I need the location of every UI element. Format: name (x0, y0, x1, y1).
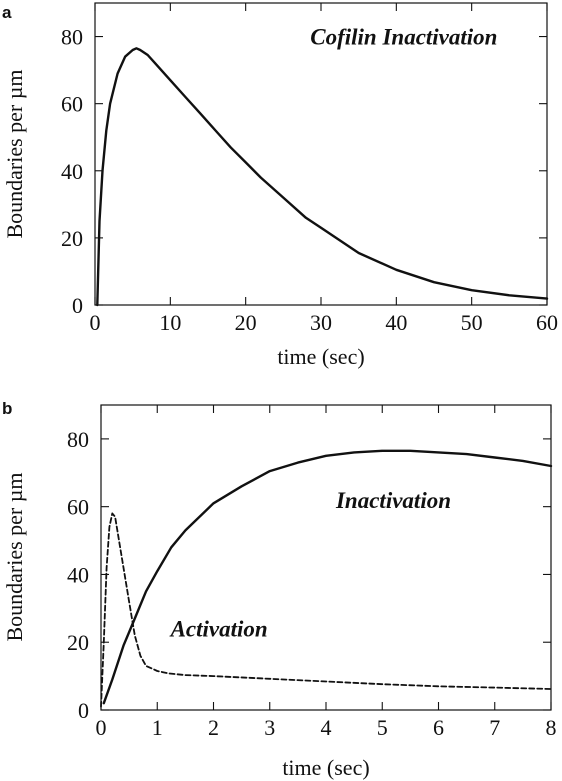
y-tick-label: 60 (61, 92, 83, 117)
x-tick-label: 40 (385, 310, 407, 335)
y-tick-label: 20 (61, 226, 83, 251)
x-tick-label: 5 (377, 715, 388, 740)
y-tick-label: 60 (67, 495, 89, 520)
x-axis-label-b: time (sec) (282, 755, 369, 780)
annotation-activation: Activation (169, 617, 268, 642)
annotation-inactivation: Inactivation (335, 488, 451, 513)
panel-b-letter: b (2, 399, 12, 418)
panel-a-letter: a (2, 3, 12, 22)
x-tick-label: 2 (208, 715, 219, 740)
y-tick-label: 80 (67, 427, 89, 452)
dashed-series-line (100, 512, 552, 708)
x-tick-label: 20 (235, 310, 257, 335)
lines-b (100, 449, 553, 708)
solid-series-line (96, 47, 549, 307)
x-tick-label: 60 (536, 310, 558, 335)
annotation-cofilin-inactivation: Cofilin Inactivation (310, 25, 497, 50)
y-axis-label-a: Boundaries per µm (2, 69, 27, 238)
x-tick-label: 3 (264, 715, 275, 740)
x-tick-label: 7 (489, 715, 500, 740)
x-tick-label: 30 (310, 310, 332, 335)
x-tick-label: 8 (546, 715, 557, 740)
x-axis-label-a: time (sec) (277, 344, 364, 369)
y-axis-label-b: Boundaries per µm (2, 472, 27, 641)
x-tick-label: 6 (433, 715, 444, 740)
y-tick-label: 80 (61, 25, 83, 50)
y-tick-label: 20 (67, 630, 89, 655)
lines-a (96, 47, 549, 307)
x-tick-label: 1 (152, 715, 163, 740)
x-tick-label: 4 (321, 715, 332, 740)
y-tick-label: 40 (67, 562, 89, 587)
panel-a: a 0 10 20 30 40 50 60 0 20 40 60 80 Cofilin Inactiv… (2, 2, 558, 369)
x-tick-label: 10 (159, 310, 181, 335)
x-tick-label: 0 (96, 715, 107, 740)
y-tick-label: 0 (78, 698, 89, 723)
x-tick-label: 0 (90, 310, 101, 335)
y-tick-label: 40 (61, 159, 83, 184)
solid-series-line (102, 449, 553, 705)
plot-frame-b (100, 404, 552, 711)
x-tick-label: 50 (461, 310, 483, 335)
y-tick-label: 0 (72, 293, 83, 318)
ticks-a: 0 10 20 30 40 50 60 0 20 40 60 80 (61, 3, 558, 335)
